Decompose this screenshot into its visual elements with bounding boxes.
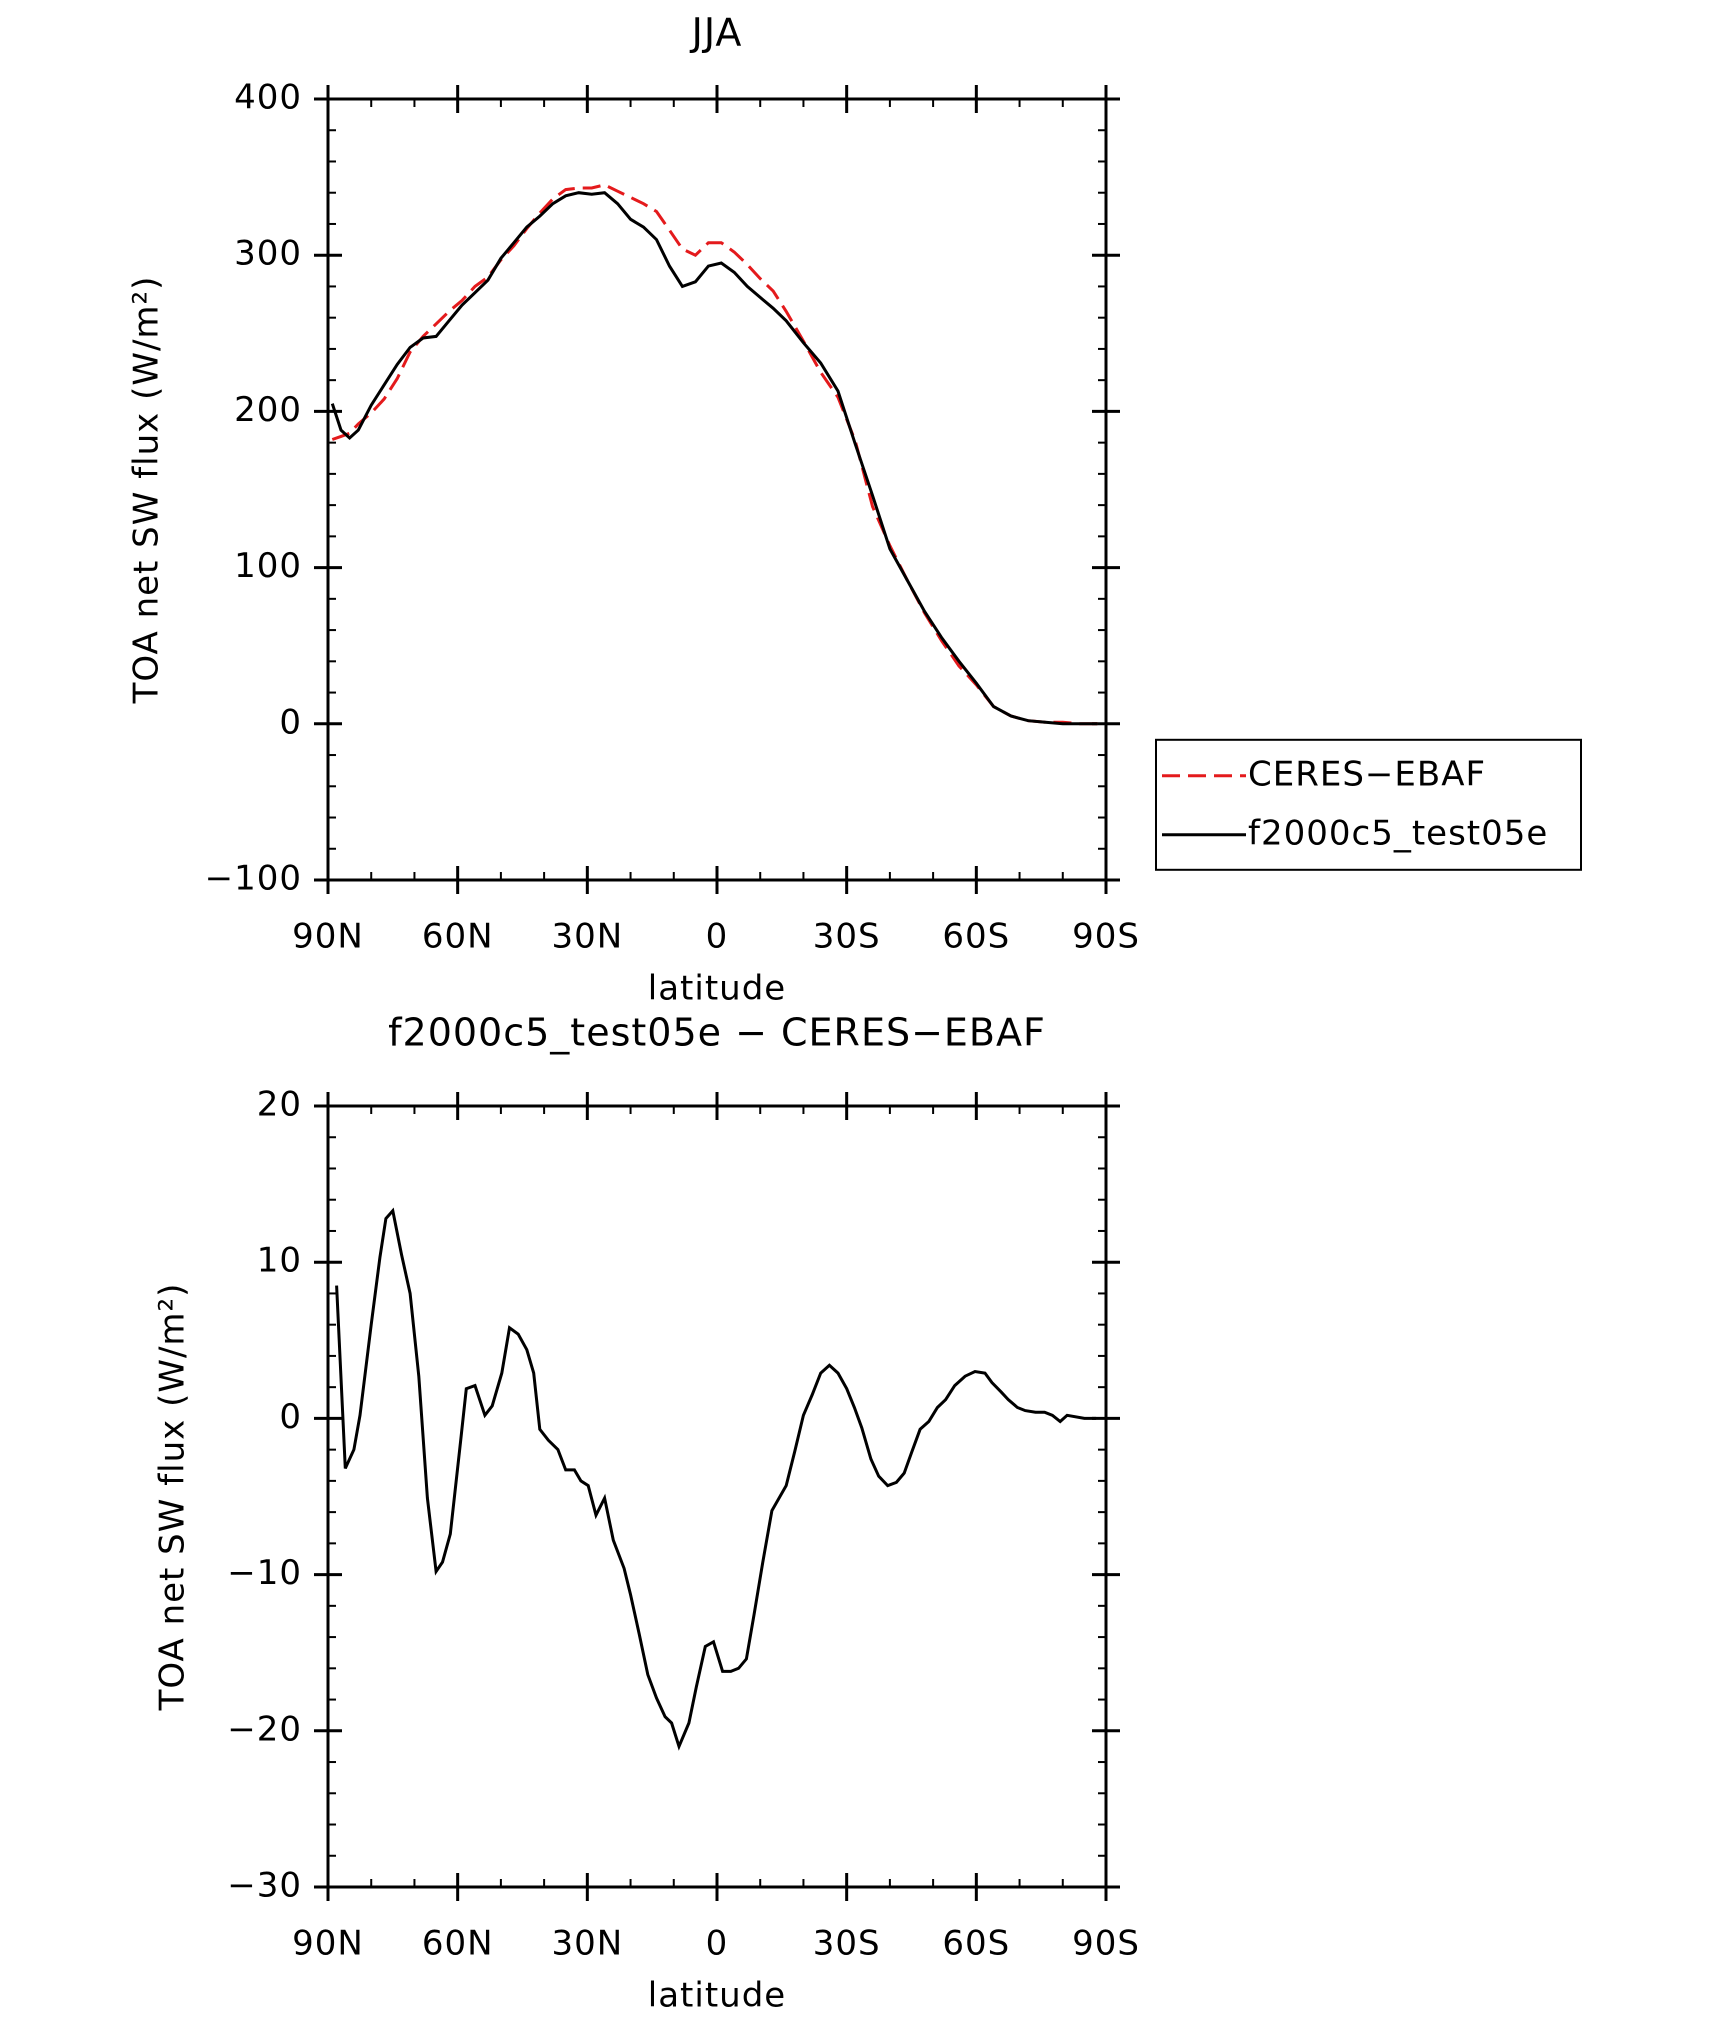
x-tick-label: 30S bbox=[813, 1924, 881, 1964]
y-tick-label: −30 bbox=[227, 1866, 302, 1906]
series-line bbox=[330, 191, 1098, 726]
x-tick-label: 90N bbox=[292, 917, 364, 957]
y-tick-label: −100 bbox=[205, 859, 302, 899]
plot-frame bbox=[326, 1104, 1108, 1889]
plot-frame bbox=[326, 97, 1108, 882]
legend-label: CERES−EBAF bbox=[1248, 754, 1486, 794]
x-axis-label: latitude bbox=[648, 969, 786, 1009]
series-line bbox=[331, 183, 1098, 726]
x-tick-label: 60N bbox=[422, 917, 494, 957]
legend-label: f2000c5_test05e bbox=[1248, 813, 1548, 853]
y-tick-label: 0 bbox=[279, 702, 302, 742]
y-tick-label: 200 bbox=[234, 390, 302, 430]
y-tick-label: 0 bbox=[279, 1397, 302, 1437]
x-tick-label: 60S bbox=[942, 1924, 1010, 1964]
x-tick-label: 0 bbox=[706, 917, 729, 957]
y-tick-label: −20 bbox=[227, 1709, 302, 1749]
x-tick-label: 30N bbox=[551, 917, 623, 957]
chart-title: f2000c5_test05e − CERES−EBAF bbox=[388, 1011, 1046, 1055]
x-tick-label: 30N bbox=[551, 1924, 623, 1964]
y-tick-label: 10 bbox=[257, 1241, 302, 1281]
y-axis-label: TOA net SW flux (W/m²) bbox=[153, 1283, 193, 1712]
x-tick-label: 0 bbox=[706, 1924, 729, 1964]
x-tick-label: 60S bbox=[942, 917, 1010, 957]
y-tick-label: 400 bbox=[234, 78, 302, 118]
y-tick-label: −10 bbox=[227, 1553, 302, 1593]
chart-title: JJA bbox=[690, 11, 743, 55]
y-axis-label: TOA net SW flux (W/m²) bbox=[127, 276, 167, 705]
x-tick-label: 30S bbox=[813, 917, 881, 957]
y-tick-label: 100 bbox=[234, 546, 302, 586]
x-tick-label: 90S bbox=[1072, 917, 1140, 957]
legend-box bbox=[1155, 738, 1582, 871]
series-line bbox=[335, 1207, 1097, 1751]
x-tick-label: 90N bbox=[292, 1924, 364, 1964]
y-tick-label: 300 bbox=[234, 234, 302, 274]
y-tick-label: 20 bbox=[257, 1085, 302, 1125]
x-axis-label: latitude bbox=[648, 1976, 786, 2016]
x-tick-label: 90S bbox=[1072, 1924, 1140, 1964]
x-tick-label: 60N bbox=[422, 1924, 494, 1964]
